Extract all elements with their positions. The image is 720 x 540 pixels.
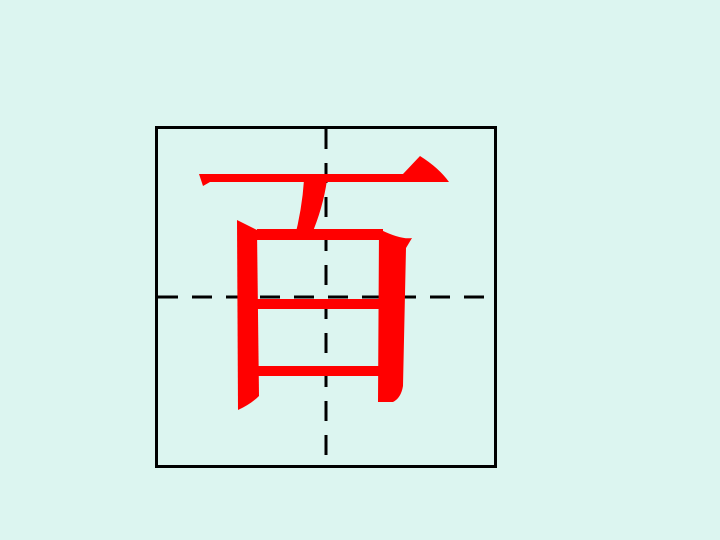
grid-outer-border: [155, 126, 497, 468]
tianzige-practice-grid: [155, 126, 497, 468]
character-baiten-glyph: [199, 156, 449, 410]
practice-grid-drawing: [155, 126, 497, 468]
